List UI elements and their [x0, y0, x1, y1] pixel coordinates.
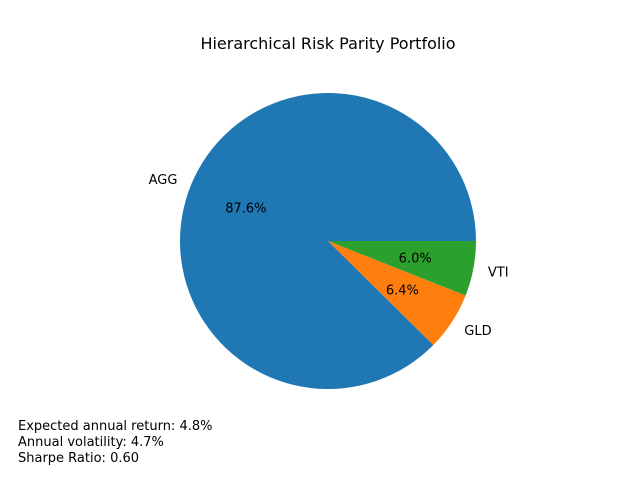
- pie-slices: [180, 93, 476, 390]
- pct-label-agg: 87.6%: [225, 201, 266, 216]
- expected-return-text: Expected annual return: 4.8%: [18, 419, 213, 434]
- sharpe-ratio-text: Sharpe Ratio: 0.60: [18, 451, 140, 466]
- pie-labels: AGG 87.6% GLD 6.4% VTI 6.0%: [149, 173, 509, 339]
- slice-label-gld: GLD: [464, 324, 491, 339]
- slice-label-agg: AGG: [149, 173, 178, 188]
- chart-title: Hierarchical Risk Parity Portfolio: [200, 34, 455, 53]
- pie-slice-agg: [180, 93, 476, 390]
- pct-label-gld: 6.4%: [386, 284, 419, 299]
- pie-slice-vti: [328, 241, 476, 296]
- portfolio-stats: Expected annual return: 4.8% Annual vola…: [18, 419, 212, 467]
- slice-label-vti: VTI: [488, 266, 509, 281]
- pct-label-vti: 6.0%: [399, 252, 432, 267]
- pie-slice-gld: [328, 241, 466, 345]
- volatility-text: Annual volatility: 4.7%: [18, 435, 164, 450]
